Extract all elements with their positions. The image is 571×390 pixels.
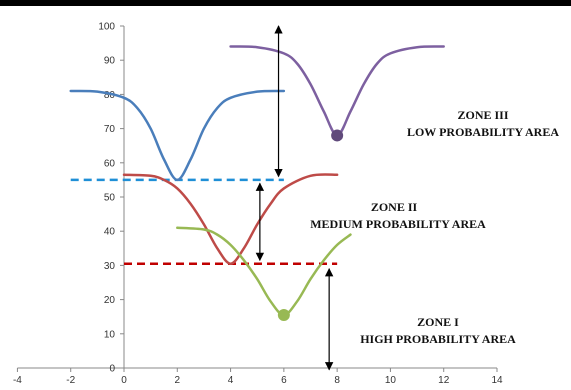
annotation-zone-3-title: ZONE III bbox=[457, 108, 508, 122]
x-tick-label: 8 bbox=[334, 375, 340, 386]
x-tick-label: 2 bbox=[175, 375, 181, 386]
y-tick-label: 50 bbox=[104, 193, 116, 204]
y-tick-label: 40 bbox=[104, 227, 116, 238]
x-tick-label: 0 bbox=[121, 375, 127, 386]
data-point-marker bbox=[331, 129, 344, 142]
y-tick-label: 30 bbox=[104, 261, 116, 272]
x-tick-label: 10 bbox=[385, 375, 397, 386]
arrows bbox=[255, 25, 334, 371]
annotation-zone-2-title: ZONE II bbox=[371, 200, 418, 214]
y-tick-label: 100 bbox=[98, 22, 115, 33]
y-tick-label: 70 bbox=[104, 124, 116, 135]
top-border-bar bbox=[0, 0, 571, 6]
series-line bbox=[69, 89, 286, 182]
y-tick-label: 80 bbox=[104, 90, 116, 101]
x-tick-label: 6 bbox=[281, 375, 287, 386]
y-tick-label: 0 bbox=[109, 364, 115, 375]
series-lines bbox=[69, 45, 445, 317]
x-tick-label: 12 bbox=[438, 375, 450, 386]
annotation-zone-2-subtitle: MEDIUM PROBABILITY AREA bbox=[310, 217, 486, 231]
y-tick-label: 60 bbox=[104, 158, 116, 169]
annotation-zone-1: ZONE I HIGH PROBABILITY AREA bbox=[360, 315, 516, 346]
y-tick-label: 10 bbox=[104, 329, 116, 340]
x-tick-label: -2 bbox=[66, 375, 75, 386]
series-line bbox=[176, 226, 352, 317]
x-axis-ticks: -4 -2 0 2 4 6 8 10 12 14 bbox=[13, 368, 503, 386]
y-tick-label: 20 bbox=[104, 295, 116, 306]
y-axis-ticks: 0 10 20 30 40 50 60 70 80 90 100 bbox=[98, 22, 124, 375]
annotation-zone-2: ZONE II MEDIUM PROBABILITY AREA bbox=[310, 200, 486, 231]
annotation-zone-1-title: ZONE I bbox=[417, 315, 459, 329]
annotation-zone-3: ZONE III LOW PROBABILITY AREA bbox=[407, 108, 559, 139]
annotation-zone-3-subtitle: LOW PROBABILITY AREA bbox=[407, 125, 559, 139]
x-tick-label: 14 bbox=[491, 375, 503, 386]
markers bbox=[277, 129, 344, 321]
series-line bbox=[122, 173, 339, 265]
x-tick-label: 4 bbox=[228, 375, 234, 386]
annotation-zone-1-subtitle: HIGH PROBABILITY AREA bbox=[360, 332, 516, 346]
y-tick-label: 90 bbox=[104, 56, 116, 67]
x-tick-label: -4 bbox=[13, 375, 22, 386]
data-point-marker bbox=[277, 308, 290, 321]
